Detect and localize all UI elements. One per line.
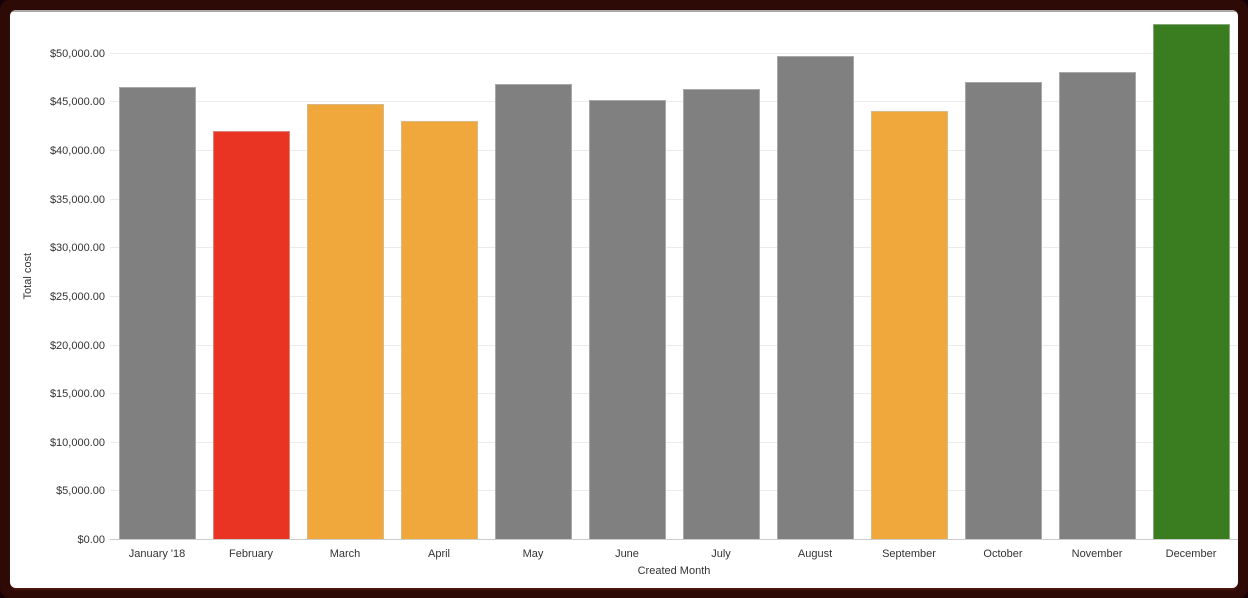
bar-slot-february	[204, 12, 298, 540]
bar-june[interactable]	[588, 99, 666, 540]
gridline-30000	[110, 247, 1238, 249]
y-axis-tick-label: $20,000.00	[49, 339, 105, 352]
x-axis-labels: January '18 February March April May June July…	[110, 548, 1238, 560]
y-axis-tick-label: $40,000.00	[49, 145, 105, 158]
x-axis-label-march: March	[329, 548, 361, 560]
bar-july[interactable]	[682, 88, 760, 540]
bar-slot-july	[674, 12, 768, 540]
gridline-10000	[110, 441, 1238, 443]
gridline-35000	[110, 198, 1238, 200]
bar-slot-september	[862, 12, 956, 540]
y-axis-tick-label: $15,000.00	[49, 388, 105, 401]
x-axis-line	[110, 539, 1238, 540]
bar-february[interactable]	[212, 130, 290, 540]
bar-september[interactable]	[870, 111, 948, 540]
y-axis-tick-label: $5,000.00	[56, 485, 105, 498]
y-axis-tick-label: $35,000.00	[49, 193, 105, 206]
bar-april[interactable]	[400, 120, 478, 540]
bar-november[interactable]	[1058, 72, 1136, 540]
y-axis-tick-label: $50,000.00	[49, 47, 105, 60]
x-axis-label-may: May	[522, 548, 544, 560]
bar-slot-may	[486, 12, 580, 540]
x-axis-label-august: August	[797, 548, 833, 560]
x-axis-label-october: October	[983, 548, 1023, 560]
bar-december[interactable]	[1152, 23, 1230, 540]
bar-august[interactable]	[776, 55, 854, 540]
gridline-5000	[110, 490, 1238, 492]
bar-slot-june	[580, 12, 674, 540]
gridline-15000	[110, 393, 1238, 395]
x-axis-label-april: April	[427, 548, 450, 560]
chart-card: Total cost $0.00 $5,000.00 $10,000.00 $15,0…	[10, 10, 1238, 588]
bar-slot-october	[956, 12, 1050, 540]
bar-october[interactable]	[964, 82, 1042, 540]
bar-march[interactable]	[306, 104, 384, 540]
x-axis-title-text: Created Month	[637, 565, 711, 577]
gridline-50000	[110, 52, 1238, 54]
bar-january-18[interactable]	[118, 86, 196, 540]
gridline-25000	[110, 295, 1238, 297]
x-axis-label-july: July	[711, 548, 731, 560]
y-axis-tick-label: $30,000.00	[49, 242, 105, 255]
gridline-45000	[110, 101, 1238, 103]
x-axis-label-june: June	[615, 548, 639, 560]
x-axis-title: Created Month	[110, 565, 1238, 577]
y-axis-tick-label: $10,000.00	[49, 436, 105, 449]
bar-slot-march	[298, 12, 392, 540]
bar-slot-april	[392, 12, 486, 540]
x-axis-label-february: February	[228, 548, 274, 560]
x-axis-label-december: December	[1165, 548, 1217, 560]
bar-may[interactable]	[494, 83, 572, 540]
bar-slot-november	[1050, 12, 1144, 540]
top-divider	[10, 10, 1238, 12]
bar-slot-december	[1144, 12, 1238, 540]
bars-container	[110, 12, 1238, 540]
y-axis-tick-label: $0.00	[77, 534, 105, 546]
y-axis-tick-labels: $0.00 $5,000.00 $10,000.00 $15,000.00 $20,00…	[10, 12, 105, 546]
gridline-20000	[110, 344, 1238, 346]
gridline-40000	[110, 150, 1238, 152]
x-axis-label-january-18: January '18	[128, 548, 186, 560]
bar-slot-august	[768, 12, 862, 540]
y-axis-tick-label: $45,000.00	[49, 96, 105, 109]
plot-area	[110, 12, 1238, 540]
x-axis-label-november: November	[1071, 548, 1123, 560]
y-axis-tick-label: $25,000.00	[49, 290, 105, 303]
bar-slot-january-18	[110, 12, 204, 540]
x-axis-label-september: September	[882, 548, 936, 560]
